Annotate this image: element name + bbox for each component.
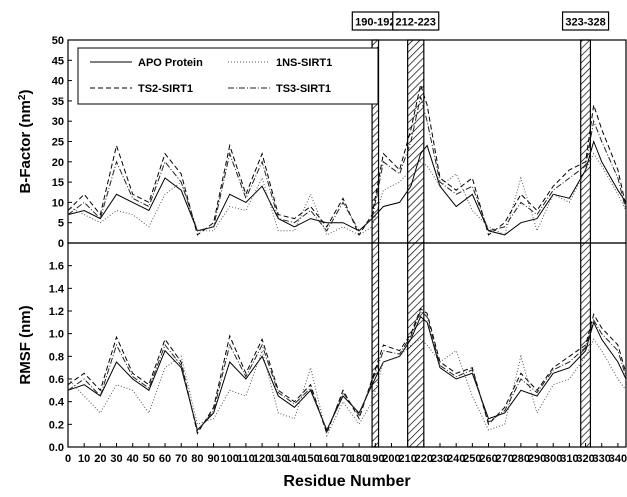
xtick-label: 310: [560, 453, 578, 465]
xtick-label: 40: [127, 453, 139, 465]
xtick-label: 230: [431, 453, 449, 465]
xtick-label: 70: [175, 453, 187, 465]
xtick-label: 270: [496, 453, 514, 465]
top-ytick-label: 20: [52, 157, 64, 169]
bottom-ytick-label: 0.0: [49, 442, 64, 454]
top-ylabel-main: B-Factor (nm: [17, 100, 34, 193]
top-series-apo-protein: [67, 139, 627, 236]
xtick-label: 100: [221, 453, 239, 465]
xtick-label: 210: [398, 453, 416, 465]
xtick-label: 30: [110, 453, 122, 465]
bottom-series-apo-protein: [67, 315, 627, 432]
legend-label: TS2-SIRT1: [138, 83, 193, 95]
region-label-box: [561, 11, 610, 31]
xtick-label: 190: [366, 453, 384, 465]
xtick-label: 150: [301, 453, 319, 465]
legend-label: 1NS-SIRT1: [276, 57, 332, 69]
xtick-label: 50: [143, 453, 155, 465]
bottom-ytick-label: 1.2: [49, 306, 64, 318]
xtick-label: 180: [350, 453, 368, 465]
legend: APO Protein 1NS-SIRT1 TS2-SIRT1 TS3-SIRT1: [77, 47, 379, 105]
xtick-label: 0: [65, 453, 71, 465]
series-layer: [67, 82, 627, 438]
xtick-label: 250: [463, 453, 481, 465]
highlight-regions: 190-192 212-223 323-328: [351, 11, 610, 448]
top-ytick-label: 0: [58, 238, 64, 250]
ticks-layer: 0 5 10 15 20 25 30 35 40 45 50 0.0 0.2 0.4 0.6 0.8 1.0 1.…: [49, 35, 627, 465]
legend-label: APO Protein: [138, 57, 203, 69]
top-ytick-label: 45: [52, 55, 64, 67]
xtick-label: 200: [382, 453, 400, 465]
xtick-label: 260: [479, 453, 497, 465]
legend-box: [77, 47, 379, 105]
xtick-label: 280: [512, 453, 530, 465]
xtick-label: 10: [78, 453, 90, 465]
region-label: 190-192: [355, 17, 395, 29]
bottom-series-ts2-sirt1: [67, 307, 627, 435]
bottom-ytick-label: 0.4: [49, 397, 65, 409]
region-label-box: [392, 11, 440, 31]
bottom-series-ts3-sirt1: [67, 310, 627, 433]
xtick-label: 60: [159, 453, 171, 465]
top-ytick-label: 10: [52, 197, 64, 209]
bottom-ytick-label: 0.6: [49, 374, 64, 386]
top-series-ts2-sirt1: [67, 82, 627, 236]
xtick-label: 80: [191, 453, 203, 465]
xtick-label: 90: [207, 453, 219, 465]
xtick-label: 140: [285, 453, 303, 465]
region-label: 323-328: [565, 17, 605, 29]
top-ytick-label: 35: [52, 96, 64, 108]
top-series-ts3-sirt1: [67, 96, 627, 232]
xtick-label: 160: [318, 453, 336, 465]
bottom-series-1ns-sirt1: [67, 338, 627, 438]
top-series-1ns-sirt1: [67, 152, 627, 236]
xtick-label: 290: [528, 453, 546, 465]
bottom-ylabel: RMSF (nm): [17, 305, 34, 384]
xtick-label: 300: [544, 453, 562, 465]
bottom-ytick-label: 1.4: [49, 283, 65, 295]
xtick-label: 170: [334, 453, 352, 465]
xtick-label: 330: [593, 453, 611, 465]
bottom-ytick-label: 1.6: [49, 261, 64, 273]
xtick-label: 110: [237, 453, 255, 465]
top-ytick-label: 5: [58, 218, 64, 230]
xtick-label: 120: [253, 453, 271, 465]
top-ytick-label: 50: [52, 35, 64, 47]
xtick-label: 240: [447, 453, 465, 465]
xtick-label: 220: [415, 453, 433, 465]
labels-layer: B-Factor (nm2) RMSF (nm) Residue Number: [17, 90, 411, 490]
top-ytick-label: 25: [52, 137, 64, 149]
top-ylabel-sup: 2: [17, 94, 28, 100]
legend-label: TS3-SIRT1: [276, 83, 331, 95]
xtick-label: 340: [609, 453, 627, 465]
top-ytick-label: 15: [52, 177, 64, 189]
bottom-panel-frame: [67, 242, 627, 448]
top-ylabel-tail: ): [17, 90, 34, 95]
top-ytick-label: 30: [52, 116, 64, 128]
xlabel: Residue Number: [283, 473, 410, 490]
top-ytick-label: 40: [52, 76, 64, 88]
xtick-label: 130: [269, 453, 287, 465]
bottom-ytick-label: 0.8: [49, 351, 64, 363]
region-label: 212-223: [396, 17, 436, 29]
xtick-label: 320: [576, 453, 594, 465]
xtick-label: 20: [94, 453, 106, 465]
bottom-ytick-label: 0.2: [49, 419, 64, 431]
bottom-ytick-label: 1.0: [49, 329, 64, 341]
top-ylabel: B-Factor (nm2): [17, 90, 35, 194]
